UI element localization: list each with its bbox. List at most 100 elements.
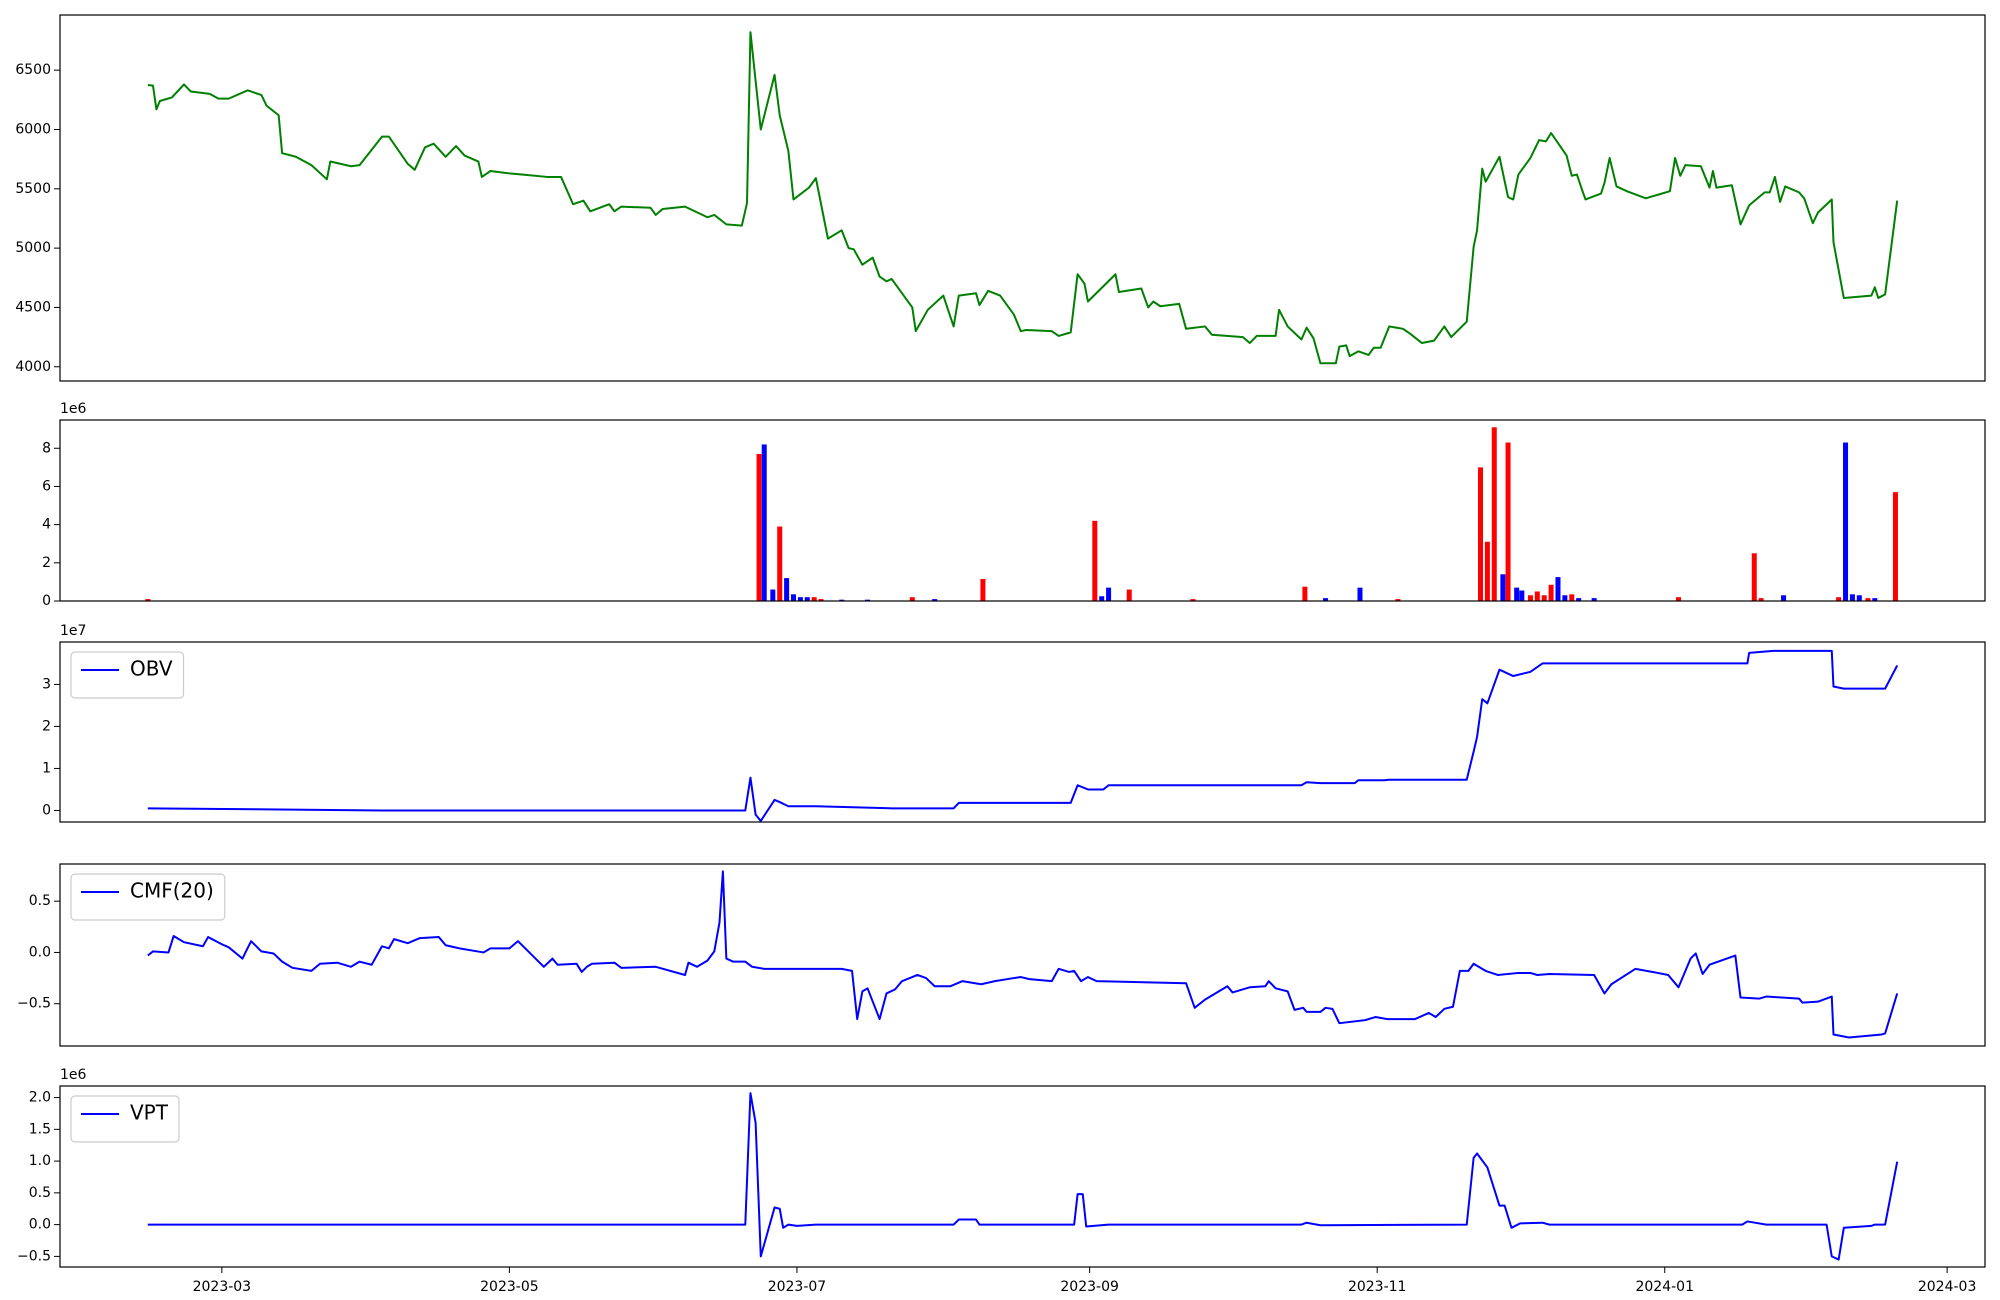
bar [784, 578, 790, 601]
bar [811, 597, 817, 601]
bar [1491, 427, 1497, 601]
x-tick-label: 2023-03 [193, 1279, 252, 1295]
x-tick-label: 2024-01 [1635, 1279, 1694, 1295]
legend-box [70, 873, 226, 921]
axes-frame [59, 14, 1986, 382]
line-series [147, 1092, 1899, 1261]
y-tick-label: 2 [42, 718, 51, 734]
line-series [147, 31, 1899, 365]
axes-frame [59, 641, 1986, 823]
y-tick-label: 1.0 [29, 1153, 51, 1169]
bar [1478, 467, 1484, 601]
bar [1500, 574, 1506, 601]
y-tick-label: 8 [42, 440, 51, 456]
y-offset-label: 1e6 [60, 1067, 87, 1083]
bar [1856, 595, 1862, 601]
bar [909, 597, 915, 601]
y-tick-label: 0.0 [29, 1217, 51, 1233]
bar [1099, 596, 1105, 601]
bar [1892, 492, 1898, 601]
y-offset-label: 1e7 [60, 623, 86, 639]
y-tick-label: 6 [42, 478, 51, 494]
bar [790, 594, 796, 601]
bar [1302, 586, 1308, 601]
y-tick-label: 1 [42, 760, 51, 776]
bar [932, 599, 938, 601]
bar [1190, 599, 1196, 601]
bar [1591, 598, 1597, 601]
y-tick-label: 2 [42, 555, 51, 571]
bar [1534, 591, 1540, 601]
bar [1505, 442, 1511, 601]
bar [1562, 595, 1568, 601]
y-tick-label: 0 [42, 802, 51, 818]
axes-frame [59, 1085, 1986, 1268]
y-tick-label: 0 [42, 593, 51, 609]
bar [761, 444, 767, 601]
legend-label: VPT [130, 1101, 169, 1125]
bar [1323, 598, 1329, 601]
legend-label: OBV [130, 657, 173, 681]
legend-box [70, 651, 185, 699]
bar [1758, 598, 1764, 601]
bar [1092, 520, 1098, 601]
bar [1843, 442, 1849, 601]
x-tick-label: 2023-07 [768, 1279, 827, 1295]
y-tick-label: 6500 [15, 62, 51, 78]
bar [1569, 594, 1575, 601]
y-tick-label: 4500 [15, 299, 51, 315]
line-series [147, 649, 1899, 822]
bar [1676, 597, 1682, 601]
bar [839, 599, 845, 601]
bar [1514, 587, 1520, 601]
bar [818, 599, 824, 601]
bar [1849, 594, 1855, 601]
bar [1541, 595, 1547, 601]
y-tick-label: 1.5 [29, 1121, 51, 1137]
bar [756, 453, 762, 601]
bar [980, 579, 986, 601]
bar [804, 597, 810, 601]
bar [770, 589, 776, 601]
bar [1395, 599, 1401, 601]
bar [1527, 595, 1533, 601]
x-tick-label: 2023-09 [1060, 1279, 1119, 1295]
legend-label: CMF(20) [130, 879, 214, 903]
y-tick-label: 0.5 [29, 1185, 51, 1201]
bar [1576, 598, 1582, 601]
bar [1484, 541, 1490, 601]
y-tick-label: 0.5 [29, 893, 51, 909]
y-offset-label: 1e6 [60, 401, 87, 417]
bar [1865, 598, 1871, 601]
bar [145, 599, 151, 601]
bar [865, 599, 871, 601]
y-tick-label: 4000 [15, 359, 51, 375]
bar [1836, 597, 1842, 601]
legend-box [70, 1095, 180, 1143]
x-tick-label: 2023-11 [1348, 1279, 1407, 1295]
bar [1126, 589, 1132, 601]
bar [797, 597, 803, 601]
bar [1357, 587, 1363, 601]
y-tick-label: 0.0 [29, 944, 51, 960]
line-series [147, 870, 1899, 1039]
x-tick-label: 2023-05 [480, 1279, 539, 1295]
bar [1548, 584, 1554, 601]
axes-frame [59, 419, 1986, 602]
y-tick-label: −0.5 [17, 1248, 51, 1264]
y-tick-label: 3 [42, 676, 51, 692]
bar [1751, 553, 1757, 601]
bar [1555, 577, 1561, 601]
bar [777, 526, 783, 601]
y-tick-label: 5000 [15, 240, 51, 256]
bar [1781, 595, 1787, 601]
y-tick-label: 6000 [15, 121, 51, 137]
y-tick-label: 4 [42, 517, 51, 533]
y-tick-label: −0.5 [17, 996, 51, 1012]
x-tick-label: 2024-03 [1918, 1279, 1977, 1295]
axes-frame [59, 863, 1986, 1047]
bar [1106, 587, 1112, 601]
bar [1872, 598, 1878, 601]
